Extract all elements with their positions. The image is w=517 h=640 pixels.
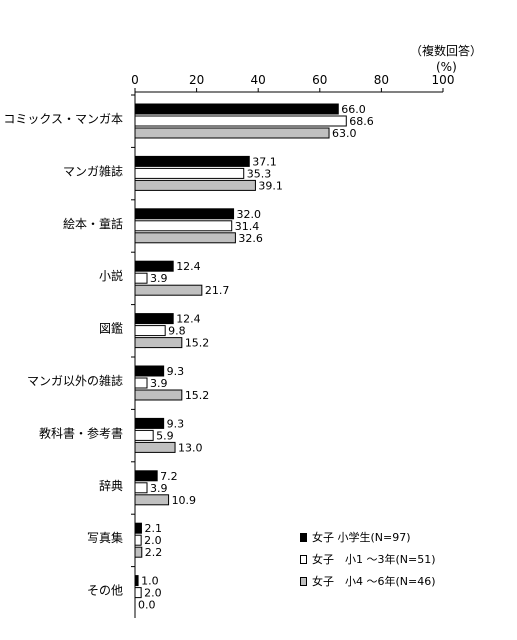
legend-item-grade-1-3: 女子 小1 ～3年(N=51) bbox=[300, 548, 436, 570]
data-label-2-3: 21.7 bbox=[205, 284, 230, 297]
legend-item-grade-4-6: 女子 小4 ～6年(N=46) bbox=[300, 570, 436, 592]
bar-2-6 bbox=[134, 441, 176, 453]
data-label-1-0: 68.6 bbox=[349, 115, 374, 128]
category-label-3: 小説 bbox=[99, 268, 123, 283]
bar-1-5 bbox=[134, 377, 148, 389]
bar-1-9 bbox=[134, 587, 142, 599]
legend-swatch-all bbox=[300, 532, 307, 542]
bar-2-2 bbox=[134, 232, 236, 244]
legend-swatch-grade-4-6 bbox=[300, 576, 307, 586]
data-label-1-2: 31.4 bbox=[235, 220, 260, 233]
data-label-1-9: 2.0 bbox=[144, 587, 162, 600]
data-label-1-7: 3.9 bbox=[150, 482, 168, 495]
bar-1-2 bbox=[134, 220, 233, 232]
bar-0-0 bbox=[134, 103, 339, 115]
data-label-0-4: 12.4 bbox=[176, 313, 201, 326]
bar-2-8 bbox=[134, 546, 143, 558]
data-label-0-8: 2.1 bbox=[144, 522, 162, 535]
data-label-0-2: 32.0 bbox=[237, 208, 262, 221]
bar-0-5 bbox=[134, 365, 165, 377]
x-tick-label-60: 60 bbox=[312, 73, 327, 87]
data-label-1-3: 3.9 bbox=[150, 272, 168, 285]
unit-label: (%) bbox=[436, 60, 457, 74]
category-label-9: その他 bbox=[87, 584, 123, 598]
data-label-2-4: 15.2 bbox=[185, 337, 210, 350]
category-label-7: 辞典 bbox=[99, 478, 123, 493]
legend-swatch-grade-1-3 bbox=[300, 554, 307, 564]
category-label-8: 写真集 bbox=[87, 530, 123, 545]
bar-1-1 bbox=[134, 167, 245, 179]
bar-0-3 bbox=[134, 260, 174, 272]
bar-0-1 bbox=[134, 155, 250, 167]
data-label-0-3: 12.4 bbox=[176, 260, 201, 273]
data-label-2-1: 39.1 bbox=[258, 179, 283, 192]
data-label-0-9: 1.0 bbox=[141, 575, 159, 588]
bar-2-0 bbox=[134, 127, 330, 139]
data-label-2-8: 2.2 bbox=[145, 546, 163, 559]
bar-0-2 bbox=[134, 208, 235, 220]
data-label-1-4: 9.8 bbox=[168, 325, 186, 338]
legend-label-grade-4-6: 女子 小4 ～6年(N=46) bbox=[312, 575, 436, 588]
bar-2-5 bbox=[134, 389, 183, 401]
bar-1-7 bbox=[134, 482, 148, 494]
bar-1-6 bbox=[134, 429, 154, 441]
bar-1-0 bbox=[134, 115, 347, 127]
category-label-6: 教科書・参考書 bbox=[39, 425, 123, 440]
legend-item-all: 女子 小学生(N=97) bbox=[300, 526, 436, 548]
data-label-1-8: 2.0 bbox=[144, 534, 162, 547]
bar-0-6 bbox=[134, 417, 165, 429]
bar-2-4 bbox=[134, 337, 183, 349]
bar-1-8 bbox=[134, 534, 142, 546]
legend: 女子 小学生(N=97) 女子 小1 ～3年(N=51) 女子 小4 ～6年(N… bbox=[300, 526, 436, 592]
note-multiple-answers: （複数回答） bbox=[410, 44, 483, 58]
data-label-0-0: 66.0 bbox=[341, 103, 366, 116]
data-label-2-6: 13.0 bbox=[178, 441, 203, 454]
bar-1-4 bbox=[134, 325, 166, 337]
data-label-0-7: 7.2 bbox=[160, 470, 178, 483]
data-label-0-1: 37.1 bbox=[252, 155, 277, 168]
x-tick-label-80: 80 bbox=[374, 73, 389, 87]
data-label-2-5: 15.2 bbox=[185, 389, 210, 402]
bar-1-3 bbox=[134, 272, 148, 284]
bar-0-9 bbox=[134, 575, 139, 587]
category-label-0: コミックス・マンガ本 bbox=[3, 112, 123, 126]
data-label-2-7: 10.9 bbox=[172, 494, 197, 507]
bar-0-8 bbox=[134, 522, 142, 534]
bar-0-4 bbox=[134, 313, 174, 325]
bar-2-3 bbox=[134, 284, 203, 296]
data-label-1-6: 5.9 bbox=[156, 429, 174, 442]
bar-2-1 bbox=[134, 179, 256, 191]
category-label-2: 絵本・童話 bbox=[63, 216, 123, 231]
data-label-2-9: 0.0 bbox=[138, 599, 156, 612]
bar-2-7 bbox=[134, 494, 170, 506]
legend-label-all: 女子 小学生(N=97) bbox=[312, 531, 411, 544]
category-label-5: マンガ以外の雑誌 bbox=[27, 373, 123, 388]
legend-label-grade-1-3: 女子 小1 ～3年(N=51) bbox=[312, 553, 436, 566]
data-label-1-5: 3.9 bbox=[150, 377, 168, 390]
category-label-4: 図鑑 bbox=[99, 321, 123, 336]
data-label-2-0: 63.0 bbox=[332, 127, 357, 140]
bar-0-7 bbox=[134, 470, 158, 482]
x-tick-label-20: 20 bbox=[189, 73, 204, 87]
data-label-1-1: 35.3 bbox=[247, 167, 272, 180]
x-tick-label-100: 100 bbox=[432, 73, 455, 87]
category-label-1: マンガ雑誌 bbox=[63, 163, 123, 178]
data-label-2-2: 32.6 bbox=[238, 232, 263, 245]
data-label-0-6: 9.3 bbox=[167, 417, 185, 430]
x-tick-label-40: 40 bbox=[251, 73, 266, 87]
x-tick-label-0: 0 bbox=[131, 73, 139, 87]
data-label-0-5: 9.3 bbox=[167, 365, 185, 378]
